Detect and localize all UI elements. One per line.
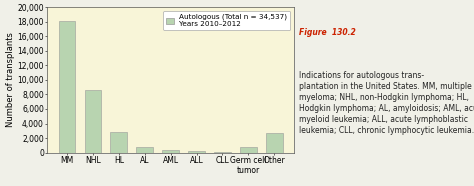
Y-axis label: Number of transplants: Number of transplants (6, 33, 15, 127)
Bar (59, 21, 75, 153)
Bar (137, 147, 153, 153)
Legend: Autologous (Total n = 34,537)
Years 2010–2012: Autologous (Total n = 34,537) Years 2010… (164, 11, 290, 30)
Bar (162, 150, 179, 153)
Bar (240, 147, 257, 153)
Bar (84, 90, 101, 153)
Bar (266, 133, 283, 153)
Bar (214, 152, 231, 153)
Text: Figure  130.2: Figure 130.2 (299, 28, 356, 37)
Text: Indications for autologous trans-
plantation in the United States. MM, multiple
: Indications for autologous trans- planta… (299, 71, 474, 135)
Bar (110, 132, 127, 153)
Bar (188, 151, 205, 153)
